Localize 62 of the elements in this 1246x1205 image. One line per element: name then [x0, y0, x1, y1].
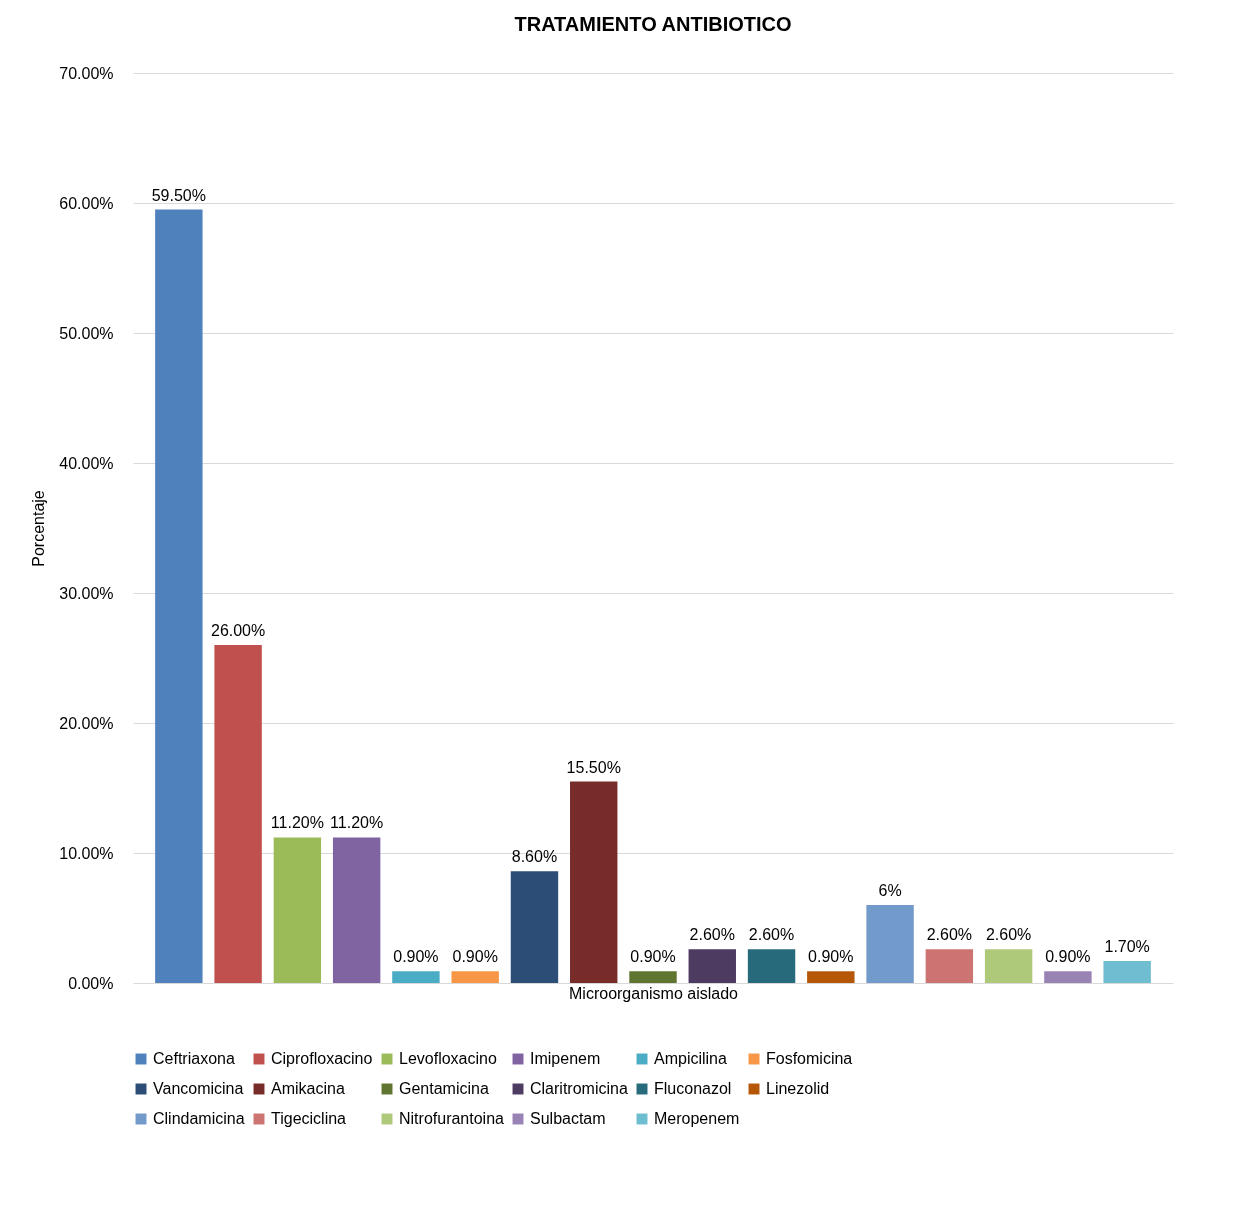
bar: [570, 781, 618, 983]
legend-label: Sulbactam: [530, 1110, 606, 1127]
y-tick-label: 10.00%: [59, 844, 114, 862]
legend-label: Linezolid: [766, 1080, 830, 1097]
bar: [807, 971, 855, 983]
bar: [925, 949, 974, 983]
data-label: 2.60%: [985, 926, 1032, 944]
data-label: 26.00%: [210, 622, 266, 639]
bar: [1044, 971, 1092, 983]
data-label: 15.50%: [566, 758, 621, 776]
bar: [984, 949, 1033, 983]
y-tick-label: 60.00%: [59, 194, 114, 212]
bar: [1103, 960, 1151, 983]
y-tick-label: 70.00%: [59, 64, 114, 82]
data-label: 1.70%: [1104, 937, 1150, 955]
y-tick-label: 30.00%: [59, 584, 114, 602]
data-label: 0.90%: [393, 948, 439, 966]
bar: [688, 949, 736, 983]
legend-label: Claritromicina: [530, 1080, 628, 1097]
bar: [155, 209, 203, 983]
chart-title: TRATAMIENTO ANTIBIOTICO: [514, 13, 792, 35]
data-label: 2.60%: [926, 926, 973, 944]
y-axis-title: Porcentaje: [30, 490, 48, 567]
data-label: 0.90%: [452, 948, 498, 966]
data-label: 6%: [878, 882, 902, 899]
data-label: 11.20%: [270, 814, 324, 832]
data-label: 59.50%: [151, 186, 206, 204]
bar: [510, 871, 559, 983]
x-axis-title: Microorganismo aislado: [569, 984, 739, 1002]
y-tick-label: 20.00%: [59, 714, 114, 732]
legend-label: Clindamicina: [153, 1110, 245, 1127]
legend-label: Levofloxacino: [399, 1050, 497, 1067]
bar: [747, 949, 796, 983]
bar: [392, 971, 440, 983]
legend-label: Fluconazol: [654, 1080, 732, 1097]
bar: [273, 837, 322, 983]
legend-label: Meropenem: [654, 1110, 740, 1127]
data-label: 0.90%: [808, 948, 854, 966]
y-tick-label: 50.00%: [59, 324, 114, 342]
bar: [629, 971, 677, 983]
legend-label: Gentamicina: [399, 1080, 489, 1097]
data-label: 11.20%: [330, 814, 384, 832]
y-tick-label: 40.00%: [59, 454, 114, 472]
bar: [214, 645, 262, 983]
legend-label: Tigeciclina: [271, 1110, 347, 1127]
legend-label: Vancomicina: [153, 1080, 244, 1097]
legend-label: Fosfomicina: [766, 1050, 853, 1067]
legend-label: Ampicilina: [654, 1050, 728, 1067]
bar: [866, 905, 914, 983]
data-label: 2.60%: [748, 926, 795, 944]
legend-label: Ceftriaxona: [153, 1050, 235, 1067]
data-label: 8.60%: [511, 848, 558, 866]
legend-label: Nitrofurantoina: [399, 1110, 505, 1127]
legend-label: Ciprofloxacino: [271, 1050, 373, 1067]
bar: [332, 837, 381, 983]
legend-label: Amikacina: [271, 1080, 345, 1097]
y-tick-label: 0.00%: [68, 974, 114, 992]
legend-label: Imipenem: [530, 1050, 601, 1067]
data-label: 0.90%: [1045, 948, 1091, 966]
data-label: 0.90%: [630, 948, 676, 966]
bar: [451, 971, 499, 983]
data-label: 2.60%: [689, 926, 735, 944]
